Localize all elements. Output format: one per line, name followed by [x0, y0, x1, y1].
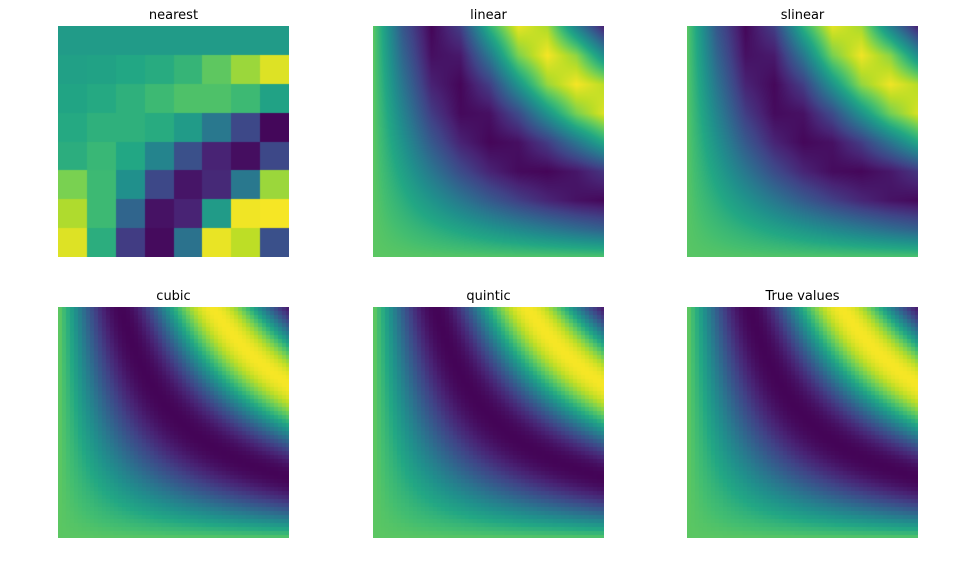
panel-title: linear	[470, 8, 507, 23]
panel-title: True values	[765, 289, 840, 304]
heatmap-slinear	[687, 26, 918, 257]
heatmap-quintic	[373, 307, 604, 538]
panel-title: cubic	[156, 289, 191, 304]
heatmap-linear	[373, 26, 604, 257]
panel-title: slinear	[780, 8, 825, 23]
heatmap-nearest	[58, 26, 289, 257]
panel-title: nearest	[148, 8, 199, 23]
panel-title: quintic	[466, 289, 511, 304]
heatmap-cubic	[58, 307, 289, 538]
heatmap-true-values	[687, 307, 918, 538]
